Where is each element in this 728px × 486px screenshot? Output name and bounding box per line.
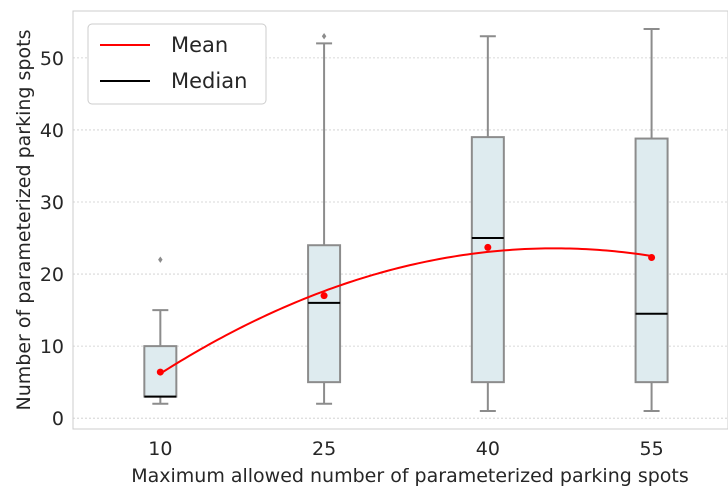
legend-mean-label: Mean — [171, 33, 228, 57]
y-tick-labels: 0 10 20 30 40 50 — [40, 48, 64, 430]
outlier-0 — [321, 33, 327, 40]
y-tick-label-0: 0 — [52, 408, 64, 430]
y-axis-label: Number of parameterized parking spots — [13, 30, 35, 411]
x-tick-label-40: 40 — [476, 438, 500, 460]
y-tick-label-40: 40 — [40, 120, 64, 142]
box-25 — [307, 33, 342, 405]
y-tick-label-50: 50 — [40, 48, 64, 70]
box-55 — [634, 28, 669, 412]
outlier-0 — [158, 256, 163, 263]
x-tick-label-55: 55 — [639, 438, 663, 460]
mean-point-40 — [484, 243, 492, 251]
mean-series — [156, 243, 656, 376]
plot-spine — [72, 10, 728, 430]
y-tick-label-20: 20 — [40, 264, 64, 286]
x-tick-label-10: 10 — [148, 438, 172, 460]
mean-point-55 — [648, 253, 656, 261]
y-tick-label-10: 10 — [40, 336, 64, 358]
box-iqr — [634, 137, 669, 384]
mean-curve — [159, 247, 652, 375]
x-tick-labels: 10 25 40 55 — [148, 438, 663, 460]
legend-median-label: Median — [171, 69, 247, 93]
y-tick-label-30: 30 — [40, 192, 64, 214]
mean-point-25 — [320, 292, 328, 300]
box-40 — [470, 35, 505, 412]
box-iqr — [307, 244, 342, 384]
legend: Mean Median — [87, 23, 267, 105]
mean-point-10 — [156, 368, 164, 376]
x-tick-label-25: 25 — [312, 438, 336, 460]
box-iqr — [470, 136, 505, 384]
x-axis-label: Maximum allowed number of parameterized … — [131, 465, 689, 486]
